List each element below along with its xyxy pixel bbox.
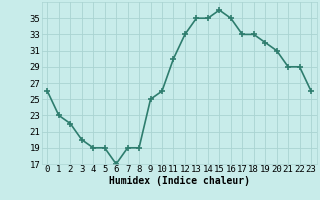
X-axis label: Humidex (Indice chaleur): Humidex (Indice chaleur) (109, 176, 250, 186)
